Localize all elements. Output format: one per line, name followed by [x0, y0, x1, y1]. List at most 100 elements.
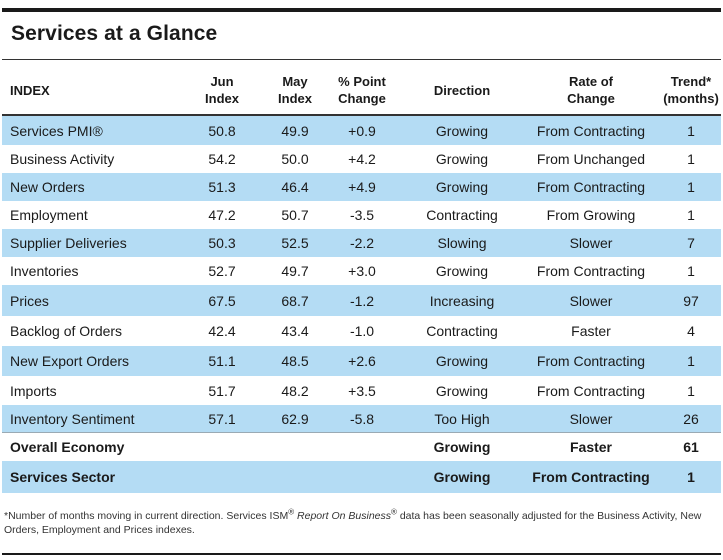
cell-trend: 4 [687, 323, 695, 339]
table-row: Services PMI® 50.8 49.9 +0.9 Growing From Con… [2, 116, 721, 145]
cell-jun: 51.3 [208, 179, 236, 195]
cell-may: 68.7 [281, 292, 309, 309]
cell-jun: 57.1 [208, 410, 236, 427]
summary-divider [2, 432, 721, 433]
cell-trend: 1 [687, 469, 695, 485]
cell-jun: 42.4 [208, 323, 236, 339]
cell-rate: From Contracting [532, 469, 650, 485]
cell-direction: Slowing [437, 235, 487, 251]
summary-row: Services Sector Growing From Contracting 1 [2, 461, 721, 493]
cell-name: Business Activity [10, 151, 115, 167]
cell-may: 52.5 [281, 235, 309, 251]
cell-may: 49.9 [281, 122, 309, 139]
cell-name: Inventory Sentiment [10, 410, 135, 427]
cell-trend: 1 [687, 179, 695, 195]
cell-name: Overall Economy [10, 438, 125, 455]
cell-change: +4.9 [348, 179, 376, 195]
cell-direction: Growing [435, 263, 489, 279]
cell-trend: 1 [687, 263, 695, 279]
cell-name: Supplier Deliveries [10, 235, 127, 251]
cell-direction: Growing [435, 122, 489, 139]
cell-rate: Slower [569, 410, 613, 427]
cell-jun: 50.3 [208, 235, 236, 251]
cell-trend: 61 [683, 438, 699, 455]
header-trend: Trend* (months) [663, 74, 719, 106]
cell-change: +3.0 [348, 263, 376, 279]
cell-rate: From Growing [546, 207, 636, 223]
cell-direction: Contracting [426, 323, 498, 339]
cell-jun: 67.5 [208, 292, 236, 309]
cell-rate: From Unchanged [536, 151, 646, 167]
header-jun: Jun Index [205, 74, 239, 106]
cell-trend: 1 [687, 353, 695, 369]
cell-may: 50.7 [281, 207, 309, 223]
cell-change: -2.2 [349, 235, 375, 251]
cell-may: 62.9 [281, 410, 309, 427]
table-row: Supplier Deliveries 50.3 52.5 -2.2 Slowing Sl… [2, 229, 721, 257]
table-row: Imports 51.7 48.2 +3.5 Growing From Contracti… [2, 376, 721, 405]
cell-name: Services PMI® [10, 122, 103, 139]
title-rule [2, 59, 721, 60]
page-title: Services at a Glance [11, 22, 218, 45]
table-row: New Export Orders 51.1 48.5 +2.6 Growing From… [2, 346, 721, 376]
header-may: May Index [278, 74, 312, 106]
cell-direction: Growing [435, 179, 489, 195]
cell-name: New Orders [10, 179, 85, 195]
footnote: *Number of months moving in current dire… [4, 507, 702, 536]
cell-rate: Faster [569, 438, 613, 455]
cell-jun: 50.8 [208, 122, 236, 139]
cell-may: 48.2 [281, 382, 309, 399]
cell-may: 49.7 [281, 263, 309, 279]
cell-change: +4.2 [348, 151, 376, 167]
cell-name: Services Sector [10, 469, 116, 485]
cell-change: -3.5 [349, 207, 375, 223]
summary-row: Overall Economy Growing Faster 61 [2, 432, 721, 461]
header-rule [2, 114, 721, 116]
top-rule [2, 8, 721, 12]
cell-change: +2.6 [348, 353, 376, 369]
table-header: INDEX Jun Index May Index % Point Change Di… [2, 64, 721, 116]
cell-direction: Growing [435, 151, 489, 167]
cell-rate: From Contracting [536, 353, 646, 369]
cell-rate: From Contracting [536, 179, 646, 195]
cell-jun: 54.2 [208, 151, 236, 167]
cell-jun: 52.7 [208, 263, 236, 279]
cell-may: 46.4 [281, 179, 309, 195]
cell-direction: Growing [433, 438, 491, 455]
cell-rate: From Contracting [536, 382, 646, 399]
cell-trend: 1 [687, 382, 695, 399]
cell-trend: 1 [687, 151, 695, 167]
table-row: Inventories 52.7 49.7 +3.0 Growing From Contr… [2, 257, 721, 285]
cell-change: -5.8 [349, 410, 375, 427]
table-row: Prices 67.5 68.7 -1.2 Increasing Slower 97 [2, 285, 721, 316]
cell-name: New Export Orders [10, 353, 130, 369]
cell-direction: Growing [433, 469, 491, 485]
cell-may: 43.4 [281, 323, 309, 339]
cell-name: Imports [10, 382, 57, 399]
cell-jun: 47.2 [208, 207, 236, 223]
cell-direction: Increasing [429, 292, 495, 309]
cell-rate: From Contracting [536, 122, 646, 139]
cell-jun: 51.7 [208, 382, 236, 399]
cell-trend: 1 [687, 207, 695, 223]
header-change: % Point Change [338, 74, 386, 106]
table-row: Backlog of Orders 42.4 43.4 -1.0 Contracting… [2, 316, 721, 346]
cell-direction: Contracting [426, 207, 498, 223]
cell-rate: From Contracting [536, 263, 646, 279]
cell-trend: 1 [687, 122, 695, 139]
cell-trend: 97 [683, 292, 699, 309]
cell-trend: 26 [683, 410, 699, 427]
cell-rate: Slower [569, 235, 613, 251]
header-index: INDEX [10, 82, 50, 98]
cell-rate: Slower [569, 292, 613, 309]
table-row: New Orders 51.3 46.4 +4.9 Growing From Contra… [2, 173, 721, 201]
cell-change: +0.9 [348, 122, 376, 139]
table-row: Employment 47.2 50.7 -3.5 Contracting From Gr… [2, 201, 721, 229]
bottom-rule [2, 553, 721, 555]
table-row: Inventory Sentiment 57.1 62.9 -5.8 Too High S… [2, 405, 721, 432]
cell-jun: 51.1 [208, 353, 236, 369]
table-row: Business Activity 54.2 50.0 +4.2 Growing From… [2, 145, 721, 173]
cell-change: +3.5 [348, 382, 376, 399]
cell-change: -1.0 [349, 323, 375, 339]
header-direction: Direction [433, 82, 491, 98]
